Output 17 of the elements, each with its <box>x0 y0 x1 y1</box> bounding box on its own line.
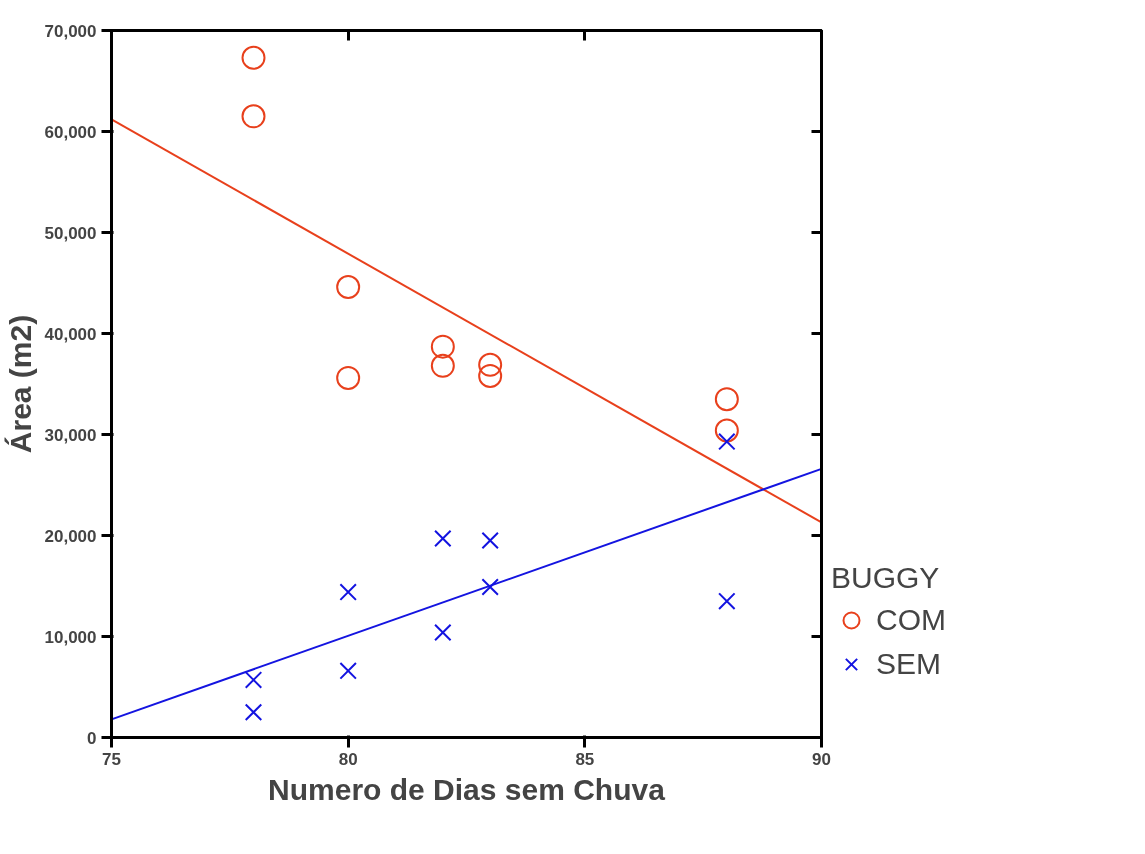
y-axis-title: Área (m2) <box>3 314 37 454</box>
legend-title: BUGGY <box>831 561 941 595</box>
y-tick-label: 20,000 <box>44 526 97 546</box>
y-tick-label: 40,000 <box>44 324 97 344</box>
x-axis-title: Numero de Dias sem Chuva <box>268 772 666 806</box>
x-tick-label: 75 <box>102 749 121 769</box>
x-tick-label: 85 <box>575 749 595 769</box>
y-tick-label: 50,000 <box>44 223 97 243</box>
y-tick-label: 10,000 <box>44 627 97 647</box>
y-tick-label: 60,000 <box>44 122 97 142</box>
y-tick-label: 0 <box>87 728 97 748</box>
legend-label: COM <box>876 603 946 637</box>
x-tick-label: 90 <box>812 749 831 769</box>
x-tick-label: 80 <box>338 749 358 769</box>
legend-label: SEM <box>876 647 942 681</box>
y-tick-label: 30,000 <box>44 425 97 445</box>
y-tick-label: 70,000 <box>44 21 97 41</box>
